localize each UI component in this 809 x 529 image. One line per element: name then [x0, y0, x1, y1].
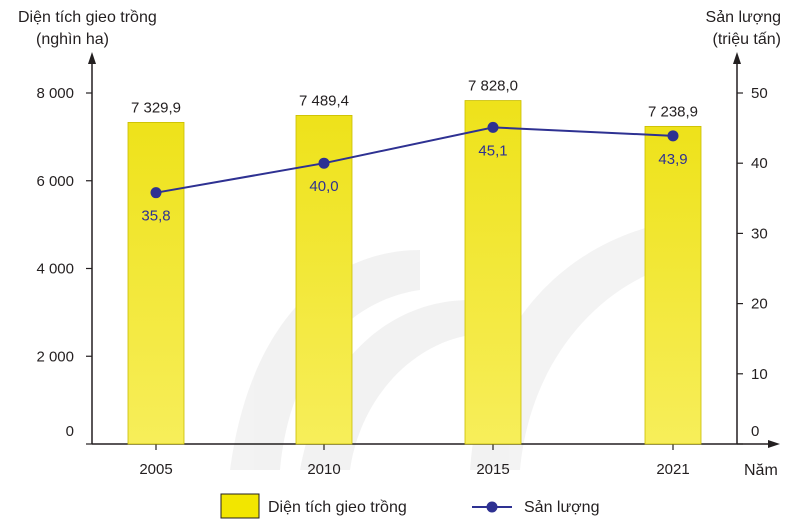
right-axis-title-line2: (triệu tấn) [713, 31, 781, 48]
legend-bar-swatch [220, 493, 260, 519]
x-axis-arrow [768, 440, 780, 448]
line-point-2021 [667, 130, 679, 142]
right-axis-title-line1: Sản lượng [706, 9, 781, 26]
line-path [155, 126, 674, 194]
bar-series: 7 329,9 7 489,4 7 828,0 7 238,9 [127, 78, 702, 445]
bar-2015 [464, 100, 522, 445]
left-tick-label: 6 000 [36, 173, 74, 190]
bar-2010 [295, 115, 353, 445]
right-tick-label: 10 [751, 366, 768, 383]
x-axis-ticks: 2005 2010 2015 2021 [139, 444, 690, 478]
left-axis-title-line1: Diện tích gieo trồng [18, 9, 157, 26]
bar-2021 [644, 125, 702, 445]
legend: Diện tích gieo trồng Sản lượng [220, 493, 599, 519]
x-tick-label: 2005 [139, 461, 172, 478]
left-tick-label: 8 000 [36, 85, 74, 102]
x-tick-label: 2021 [656, 461, 689, 478]
right-tick-label: 0 [751, 423, 759, 440]
legend-line-label: Sản lượng [524, 499, 599, 516]
legend-bar-label: Diện tích gieo trồng [268, 499, 407, 516]
bar-2005 [127, 122, 185, 445]
line-point-2015 [487, 121, 499, 133]
line-point-2005 [150, 187, 162, 199]
right-y-axis-arrow [733, 52, 741, 64]
left-tick-label: 2 000 [36, 348, 74, 365]
line-value-label: 45,1 [478, 142, 507, 159]
left-axis-title-line2: (nghìn ha) [36, 31, 109, 48]
line-value-label: 40,0 [309, 178, 338, 195]
bar-value-label: 7 238,9 [648, 103, 698, 120]
left-tick-label: 0 [66, 423, 74, 440]
bar-value-label: 7 828,0 [468, 78, 518, 95]
line-series: 35,8 40,0 45,1 43,9 [141, 121, 688, 225]
line-value-label: 43,9 [658, 151, 687, 168]
left-y-axis-arrow [88, 52, 96, 64]
right-y-ticks: 0 10 20 30 40 50 [737, 85, 768, 445]
x-tick-label: 2015 [476, 461, 509, 478]
x-tick-label: 2010 [307, 461, 340, 478]
line-value-label: 35,8 [141, 208, 170, 225]
right-tick-label: 30 [751, 225, 768, 242]
line-point-2010 [318, 157, 330, 169]
left-tick-label: 4 000 [36, 261, 74, 278]
legend-line-marker [486, 501, 498, 513]
x-axis-label: Năm [744, 462, 778, 479]
bar-value-label: 7 489,4 [299, 92, 349, 109]
left-y-ticks: 0 2 000 4 000 6 000 8 000 [36, 85, 92, 445]
right-tick-label: 20 [751, 296, 768, 313]
right-tick-label: 50 [751, 85, 768, 102]
bar-value-label: 7 329,9 [131, 99, 181, 116]
right-tick-label: 40 [751, 155, 768, 172]
